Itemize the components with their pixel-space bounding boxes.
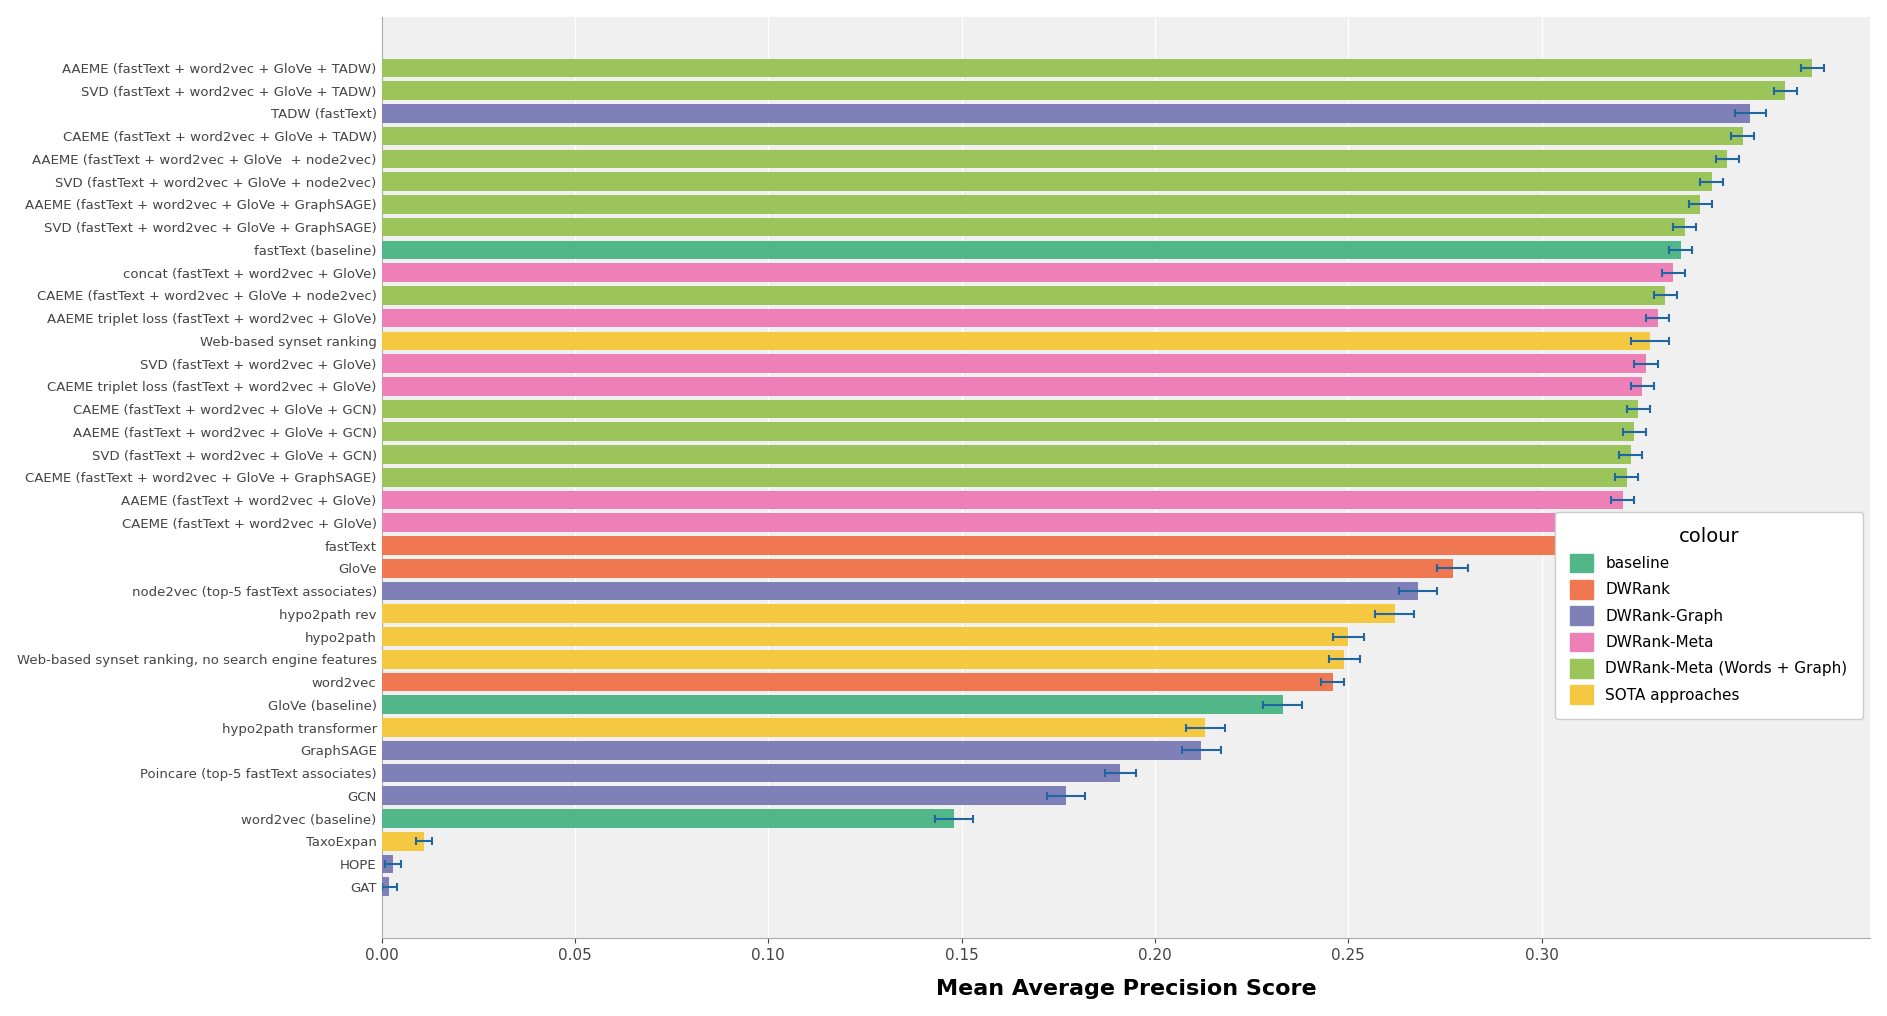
Bar [381, 423, 1634, 441]
Bar [381, 287, 1666, 305]
Bar [381, 673, 1332, 691]
Bar [381, 582, 1417, 600]
Bar [381, 809, 953, 828]
Bar [381, 81, 1785, 100]
Bar [381, 854, 392, 874]
Bar [381, 741, 1202, 760]
Bar [381, 491, 1623, 509]
Legend: baseline, DWRank, DWRank-Graph, DWRank-Meta, DWRank-Meta (Words + Graph), SOTA a: baseline, DWRank, DWRank-Graph, DWRank-M… [1555, 512, 1862, 719]
Bar [381, 650, 1344, 669]
Bar [381, 195, 1700, 213]
Bar [381, 127, 1744, 145]
Bar [381, 536, 1572, 555]
Bar [381, 104, 1751, 123]
Bar [381, 59, 1812, 77]
Bar [381, 878, 389, 896]
Bar [381, 217, 1685, 237]
Bar [381, 309, 1657, 327]
Bar [381, 263, 1674, 281]
Bar [381, 559, 1453, 578]
Bar [381, 605, 1394, 623]
Bar [381, 241, 1681, 259]
Bar [381, 399, 1638, 419]
Bar [381, 149, 1727, 169]
Bar [381, 764, 1121, 782]
Bar [381, 718, 1206, 737]
Bar [381, 695, 1283, 714]
Bar [381, 832, 425, 850]
Bar [381, 786, 1066, 805]
Bar [381, 468, 1627, 487]
Bar [381, 513, 1615, 532]
Bar [381, 627, 1349, 646]
Bar [381, 377, 1642, 395]
Bar [381, 173, 1712, 191]
Bar [381, 355, 1645, 373]
Bar [381, 331, 1649, 351]
X-axis label: Mean Average Precision Score: Mean Average Precision Score [936, 979, 1317, 1000]
Bar [381, 445, 1630, 464]
